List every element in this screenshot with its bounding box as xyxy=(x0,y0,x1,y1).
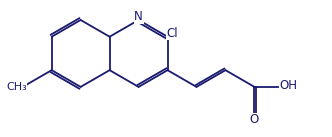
Text: CH₃: CH₃ xyxy=(6,82,27,92)
Text: N: N xyxy=(134,10,143,23)
Text: O: O xyxy=(250,113,259,126)
Text: OH: OH xyxy=(279,79,297,92)
Text: Cl: Cl xyxy=(166,27,178,40)
